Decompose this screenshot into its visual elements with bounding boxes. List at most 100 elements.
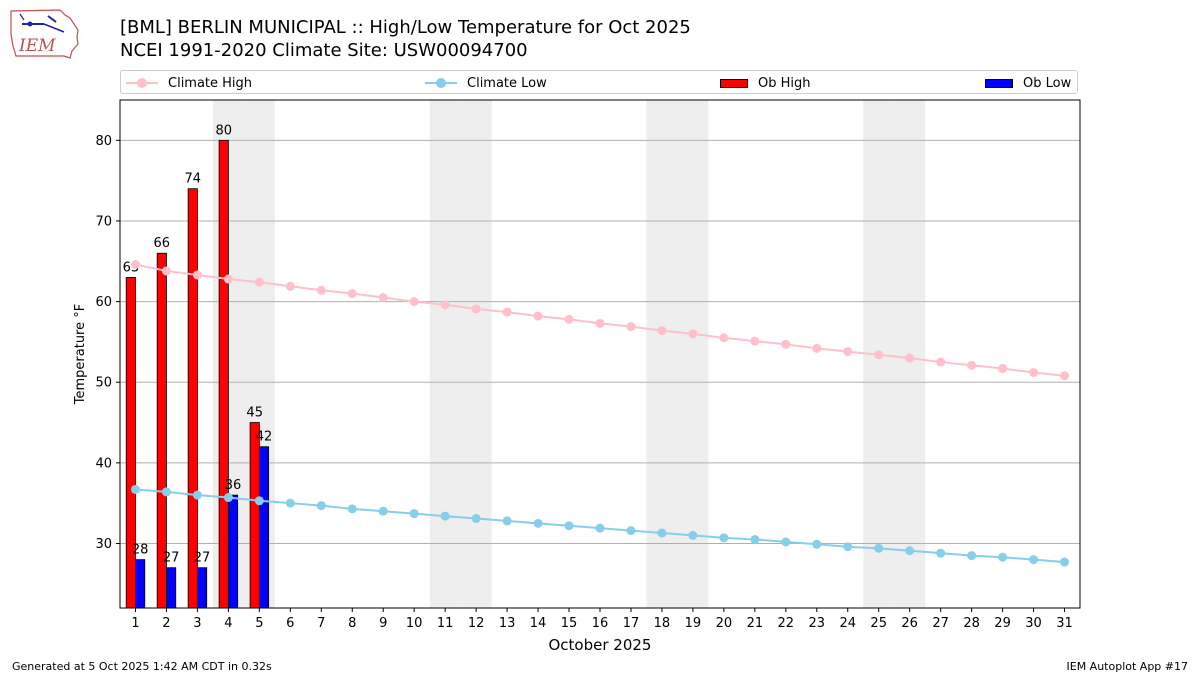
weekend-shade xyxy=(460,100,492,608)
climate-high-point xyxy=(1060,371,1070,381)
x-tick-label: 7 xyxy=(317,616,325,631)
chart-subtitle: NCEI 1991-2020 Climate Site: USW00094700 xyxy=(120,40,528,61)
climate-high-point xyxy=(533,311,543,321)
x-tick-label: 27 xyxy=(932,616,949,631)
ob-low-label: 36 xyxy=(225,478,242,493)
climate-low-point xyxy=(130,484,140,494)
logo-text: IEM xyxy=(18,36,56,56)
ob-high-label: 80 xyxy=(215,123,232,138)
x-tick-label: 22 xyxy=(778,616,795,631)
climate-high-point xyxy=(440,300,450,310)
weekend-shade xyxy=(646,100,678,608)
ob-high-bar xyxy=(187,188,198,609)
ob-high-bar xyxy=(249,422,260,609)
climate-high-point xyxy=(564,314,574,324)
chart-title: [BML] BERLIN MUNICIPAL :: High/Low Tempe… xyxy=(120,17,691,38)
climate-high-point xyxy=(254,277,264,287)
climate-high-point xyxy=(874,350,884,360)
x-tick-label: 26 xyxy=(901,616,918,631)
x-tick-label: 16 xyxy=(592,616,609,631)
ob-low-bar xyxy=(258,446,270,609)
ob-high-bar xyxy=(125,276,136,609)
y-tick-label: 70 xyxy=(95,214,112,229)
climate-high-point xyxy=(905,353,915,363)
climate-high-point xyxy=(657,326,667,336)
climate-low-point xyxy=(409,509,419,519)
ob-low-bar xyxy=(135,559,146,609)
climate-high-point xyxy=(223,274,233,284)
x-tick-label: 11 xyxy=(437,616,454,631)
climate-low-point xyxy=(192,490,202,500)
ob-low-label: 27 xyxy=(163,551,180,566)
climate-high-point xyxy=(502,307,512,317)
ob-high-label: 45 xyxy=(246,406,263,421)
x-tick-label: 13 xyxy=(499,616,516,631)
generated-note: Generated at 5 Oct 2025 1:42 AM CDT in 0… xyxy=(12,660,272,673)
legend-item-climate-low: Climate Low xyxy=(425,74,547,92)
ob-high-label: 74 xyxy=(185,172,202,187)
climate-high-point xyxy=(595,318,605,328)
x-tick-label: 25 xyxy=(870,616,887,631)
y-tick-label: 30 xyxy=(95,537,112,552)
ob-low-swatch xyxy=(985,78,1013,88)
climate-low-point xyxy=(533,518,543,528)
plot-frame xyxy=(119,99,1081,609)
x-tick-label: 10 xyxy=(406,616,423,631)
climate-high-point xyxy=(378,293,388,303)
x-tick-label: 15 xyxy=(561,616,578,631)
climate-high-point xyxy=(843,347,853,357)
climate-low-point xyxy=(285,498,295,508)
ob-low-label: 28 xyxy=(132,543,149,558)
y-tick-label: 40 xyxy=(95,456,112,471)
climate-low-point xyxy=(719,533,729,543)
x-tick-label: 28 xyxy=(963,616,980,631)
y-tick-label: 50 xyxy=(95,376,112,391)
weekend-shade xyxy=(429,100,461,608)
ob-low-bar xyxy=(197,567,208,609)
climate-high-point xyxy=(812,343,822,353)
climate-low-point xyxy=(967,551,977,561)
climate-low-point xyxy=(161,487,171,497)
x-tick-label: 8 xyxy=(348,616,356,631)
climate-high-point xyxy=(688,329,698,339)
x-tick-label: 23 xyxy=(809,616,826,631)
x-axis-label: October 2025 xyxy=(549,636,652,654)
x-tick-label: 12 xyxy=(468,616,485,631)
climate-low-point xyxy=(1029,555,1039,565)
climate-low-point xyxy=(502,516,512,526)
x-tick-label: 9 xyxy=(379,616,387,631)
climate-low-point xyxy=(998,552,1008,562)
climate-low-point xyxy=(223,493,233,503)
legend-item-ob-high: Ob High xyxy=(720,74,811,92)
x-tick-label: 4 xyxy=(224,616,232,631)
climate-low-point xyxy=(657,528,667,538)
climate-low-point xyxy=(812,539,822,549)
iem-logo: IEM xyxy=(10,9,79,59)
climate-low-point xyxy=(440,511,450,521)
climate-high-point xyxy=(130,259,140,269)
climate-low-point xyxy=(316,501,326,511)
climate-low-point xyxy=(378,506,388,516)
ob-high-label: 66 xyxy=(154,236,171,251)
x-tick-label: 18 xyxy=(654,616,671,631)
legend-item-ob-low: Ob Low xyxy=(985,74,1071,92)
climate-high-point xyxy=(998,364,1008,374)
climate-low-point xyxy=(781,537,791,547)
app-note: IEM Autoplot App #17 xyxy=(1066,660,1189,673)
climate-high-point xyxy=(161,266,171,276)
climate-low-point xyxy=(564,521,574,531)
legend-label-ob-high: Ob High xyxy=(758,75,811,91)
x-tick-label: 30 xyxy=(1025,616,1042,631)
climate-low-point xyxy=(843,542,853,552)
climate-high-point xyxy=(750,336,760,346)
x-tick-label: 21 xyxy=(747,616,764,631)
y-tick-label: 80 xyxy=(95,134,112,149)
ob-low-label: 42 xyxy=(256,430,273,445)
climate-low-point xyxy=(750,534,760,544)
x-tick-label: 3 xyxy=(193,616,201,631)
climate-high-point xyxy=(936,357,946,367)
climate-high-point xyxy=(1029,368,1039,378)
climate-high-swatch xyxy=(126,76,158,90)
legend-label-climate-high: Climate High xyxy=(168,75,253,91)
